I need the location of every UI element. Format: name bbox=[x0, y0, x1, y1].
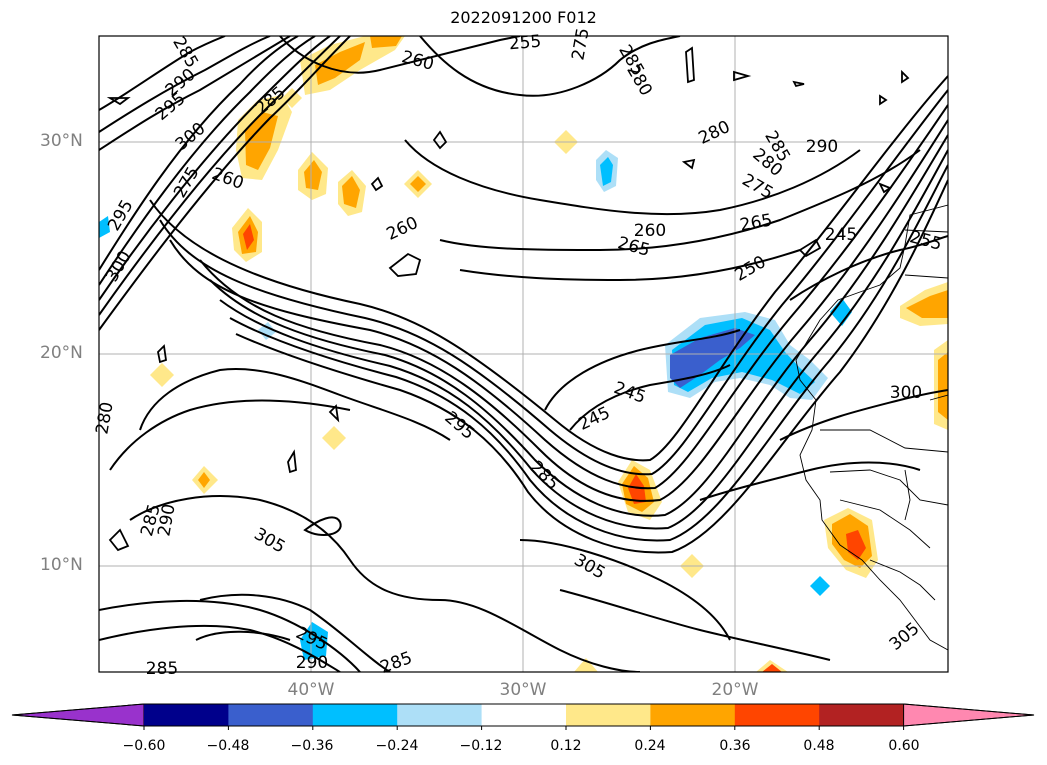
positive-anomaly-region bbox=[370, 36, 402, 48]
positive-anomaly-region bbox=[243, 224, 254, 250]
negative-anomaly-region bbox=[99, 216, 110, 238]
colorbar-segment bbox=[566, 704, 651, 726]
map-frame bbox=[98, 35, 949, 673]
negative-anomaly-region bbox=[830, 298, 852, 326]
negative-anomaly-region bbox=[258, 322, 276, 340]
colorbar-tick-label: 0.60 bbox=[888, 738, 920, 754]
colorbar-tick-label: 0.48 bbox=[803, 738, 835, 754]
positive-anomaly-region bbox=[628, 474, 646, 504]
colorbar-extend-high bbox=[903, 703, 1035, 727]
contour-label: 300 bbox=[890, 383, 922, 403]
lat-label-10n: 10°N bbox=[40, 555, 83, 575]
contour-label: 255 bbox=[508, 32, 542, 55]
contour-label: 290 bbox=[296, 653, 328, 673]
negative-anomaly-region bbox=[600, 157, 613, 186]
colorbar-tick-label: −0.12 bbox=[459, 738, 503, 754]
colorbar-tick-label: −0.60 bbox=[122, 738, 166, 754]
lon-label-40w: 40°W bbox=[287, 680, 335, 700]
positive-anomaly-region bbox=[762, 664, 782, 672]
colorbar bbox=[11, 703, 1035, 730]
colorbar-segment bbox=[312, 704, 398, 726]
lat-label-30n: 30°N bbox=[40, 131, 83, 151]
colorbar-segment bbox=[228, 704, 314, 726]
positive-anomaly-region bbox=[906, 290, 948, 318]
contour-label: 290 bbox=[806, 137, 838, 157]
colorbar-tick-label: −0.48 bbox=[206, 738, 250, 754]
colorbar-tick-label: 0.36 bbox=[719, 738, 751, 754]
positive-anomaly-region bbox=[245, 112, 278, 170]
positive-anomaly-region bbox=[322, 426, 346, 450]
colorbar-segment bbox=[144, 704, 229, 726]
positive-anomaly-region bbox=[315, 42, 365, 85]
lon-label-20w: 20°W bbox=[711, 680, 759, 700]
colorbar-tick-label: −0.36 bbox=[290, 738, 334, 754]
colorbar-segment bbox=[481, 704, 567, 726]
contour-lines bbox=[99, 36, 948, 672]
lat-label-20n: 20°N bbox=[40, 343, 83, 363]
coastlines bbox=[795, 204, 948, 651]
positive-anomaly-region bbox=[938, 352, 948, 420]
positive-anomaly-region bbox=[410, 176, 426, 192]
negative-anomaly-region bbox=[670, 328, 755, 388]
colorbar-tick-label: 0.24 bbox=[634, 738, 666, 754]
positive-anomaly-region bbox=[342, 176, 360, 208]
contour-label: 285 bbox=[146, 659, 178, 679]
negative-anomaly-region bbox=[810, 576, 830, 596]
colorbar-extend-low bbox=[11, 703, 145, 727]
colorbar-tick-label: −0.24 bbox=[375, 738, 419, 754]
positive-anomaly-region bbox=[574, 658, 598, 672]
colorbar-segment bbox=[397, 704, 483, 726]
small-contours bbox=[106, 46, 910, 552]
positive-anomaly-region bbox=[282, 88, 302, 108]
positive-anomaly-region bbox=[304, 160, 322, 190]
lon-label-30w: 30°W bbox=[499, 680, 547, 700]
colorbar-segment bbox=[734, 704, 820, 726]
map-title: 2022091200 F012 bbox=[450, 8, 597, 27]
colorbar-segment bbox=[819, 704, 905, 726]
shading-layer bbox=[99, 36, 948, 672]
contour-label: 245 bbox=[825, 225, 857, 245]
gridlines bbox=[99, 36, 948, 672]
colorbar-tick-label: 0.12 bbox=[550, 738, 582, 754]
positive-anomaly-region bbox=[150, 363, 174, 387]
positive-anomaly-region bbox=[198, 472, 210, 488]
colorbar-segment bbox=[650, 704, 736, 726]
contour-label: 260 bbox=[634, 221, 666, 241]
